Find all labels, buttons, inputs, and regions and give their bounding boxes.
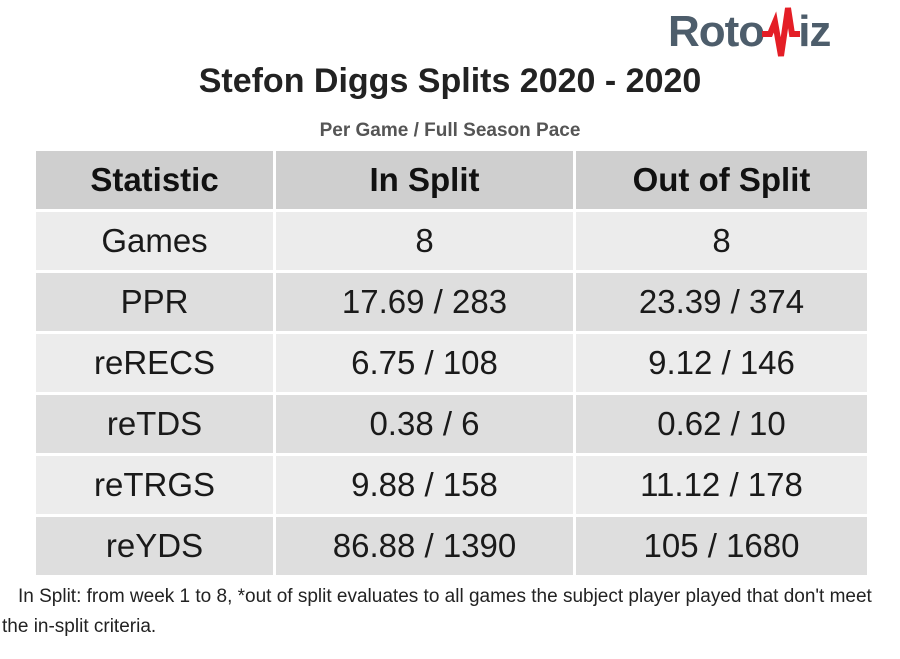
row-stat-name: reTDS (33, 392, 276, 456)
table-row: PPR 17.69 / 283 23.39 / 374 (33, 270, 870, 334)
split-footnote: In Split: from week 1 to 8, *out of spli… (2, 586, 872, 637)
page-title: Stefon Diggs Splits 2020 - 2020 (198, 62, 702, 100)
row-stat-name: reTRGS (33, 453, 276, 517)
row-out-of-split: 105 / 1680 (573, 514, 870, 578)
row-out-of-split: 9.12 / 146 (573, 331, 870, 395)
page-subtitle: Per Game / Full Season Pace (319, 120, 581, 141)
splits-table: Statistic In Split Out of Split Games 8 … (33, 148, 870, 578)
header-in-split: In Split (273, 148, 576, 212)
row-in-split: 6.75 / 108 (273, 331, 576, 395)
row-in-split: 0.38 / 6 (273, 392, 576, 456)
row-out-of-split: 8 (573, 209, 870, 273)
row-out-of-split: 0.62 / 10 (573, 392, 870, 456)
header-statistic: Statistic (33, 148, 276, 212)
table-row: Games 8 8 (33, 209, 870, 273)
table-row: reYDS 86.88 / 1390 105 / 1680 (33, 514, 870, 578)
header-out-of-split: Out of Split (573, 148, 870, 212)
row-stat-name: reYDS (33, 514, 276, 578)
rotoviz-logo: Roto iz (668, 4, 868, 60)
table-row: reTRGS 9.88 / 158 11.12 / 178 (33, 453, 870, 517)
table-row: reTDS 0.38 / 6 0.62 / 10 (33, 392, 870, 456)
row-stat-name: PPR (33, 270, 276, 334)
row-out-of-split: 23.39 / 374 (573, 270, 870, 334)
row-stat-name: reRECS (33, 331, 276, 395)
table-header-row: Statistic In Split Out of Split (33, 148, 870, 212)
table-row: reRECS 6.75 / 108 9.12 / 146 (33, 331, 870, 395)
row-in-split: 17.69 / 283 (273, 270, 576, 334)
row-stat-name: Games (33, 209, 276, 273)
row-in-split: 9.88 / 158 (273, 453, 576, 517)
logo-text-left: Roto (668, 7, 765, 56)
row-in-split: 86.88 / 1390 (273, 514, 576, 578)
row-out-of-split: 11.12 / 178 (573, 453, 870, 517)
logo-text-right: iz (798, 7, 831, 56)
row-in-split: 8 (273, 209, 576, 273)
logo-pulse-icon (762, 7, 801, 57)
